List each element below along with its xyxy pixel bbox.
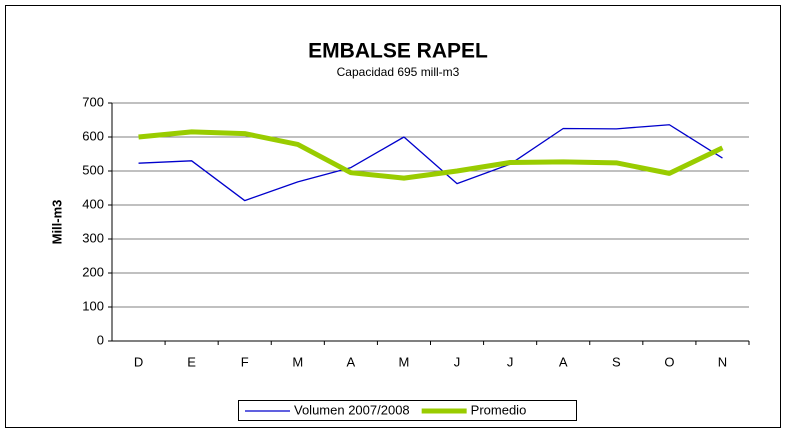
x-tick-label: J: [507, 354, 514, 369]
chart-frame: [5, 5, 781, 428]
x-tick-label: E: [187, 354, 196, 369]
chart-title: EMBALSE RAPEL: [308, 40, 488, 63]
y-tick-label: 500: [82, 162, 104, 177]
y-tick-label: 200: [82, 264, 104, 279]
chart-subtitle: Capacidad 695 mill-m3: [337, 65, 460, 79]
x-tick-label: J: [454, 354, 461, 369]
y-axis-label: Mill-m3: [49, 200, 64, 245]
y-tick-label: 0: [97, 332, 104, 347]
x-tick-label: A: [347, 354, 356, 369]
x-tick-label: N: [718, 354, 727, 369]
x-tick-label: O: [664, 354, 674, 369]
y-tick-label: 100: [82, 298, 104, 313]
y-tick-label: 700: [82, 94, 104, 109]
legend-box: [238, 400, 577, 421]
y-tick-label: 600: [82, 128, 104, 143]
x-tick-label: S: [612, 354, 621, 369]
x-tick-label: D: [134, 354, 143, 369]
series-line: [138, 124, 723, 202]
series-line: [138, 129, 724, 181]
y-tick-label: 400: [82, 196, 104, 211]
x-tick-label: M: [292, 354, 303, 369]
legend-label: Volumen 2007/2008: [294, 402, 410, 417]
y-tick-label: 300: [82, 230, 104, 245]
legend-label: Promedio: [471, 402, 527, 417]
x-tick-label: A: [559, 354, 568, 369]
x-tick-label: F: [241, 354, 249, 369]
x-tick-label: M: [399, 354, 410, 369]
